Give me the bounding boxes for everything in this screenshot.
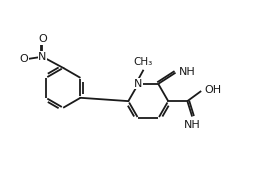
Text: NH: NH [184,120,200,130]
Text: CH₃: CH₃ [133,57,153,67]
Text: NH: NH [179,67,196,77]
Text: N: N [134,79,142,89]
Text: O: O [38,34,47,44]
Text: O: O [20,54,28,64]
Text: N: N [38,52,47,62]
Text: OH: OH [205,85,222,95]
